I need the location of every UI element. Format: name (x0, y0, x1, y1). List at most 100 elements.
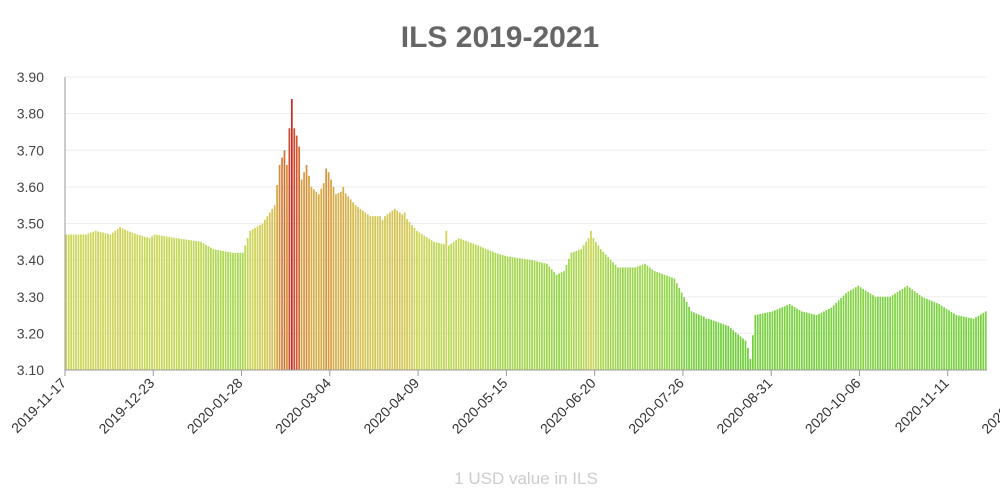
bar (227, 251, 229, 370)
x-axis: 2019-11-17 2019-12-23 2020-01-28 2020-03-04… (8, 369, 1000, 437)
bar (509, 256, 511, 370)
bar (185, 239, 188, 370)
bar (425, 237, 428, 370)
bar (246, 238, 249, 370)
bar (180, 238, 183, 370)
bar (698, 314, 700, 370)
chart-title: ILS 2019-2021 (401, 21, 599, 54)
y-tick-label: 3.40 (17, 252, 44, 268)
bar (224, 251, 227, 370)
bar (707, 318, 710, 370)
y-tick-label: 3.50 (17, 216, 44, 232)
bar (447, 245, 450, 370)
bar (121, 228, 124, 370)
bar (926, 298, 928, 370)
bar (619, 267, 622, 370)
bar (237, 252, 239, 370)
bar (702, 316, 705, 370)
bar (136, 234, 139, 370)
bar (332, 186, 335, 370)
bar (205, 244, 207, 370)
bar (982, 312, 985, 370)
bar (310, 186, 313, 370)
bar (867, 292, 869, 370)
bar (403, 212, 406, 370)
bar (641, 264, 644, 370)
bar (528, 259, 531, 370)
bar (950, 311, 953, 370)
bar (801, 311, 803, 370)
bar (634, 267, 636, 370)
bar (320, 188, 323, 370)
bar (143, 236, 146, 370)
bar (146, 237, 149, 370)
bar (141, 235, 144, 370)
bar (685, 301, 688, 370)
bar (212, 249, 215, 370)
bar (315, 191, 318, 370)
bar (386, 214, 389, 370)
bar (984, 311, 987, 370)
bar (751, 335, 754, 370)
bar (75, 234, 77, 370)
bar (104, 233, 107, 370)
bar (413, 227, 416, 370)
bar (879, 296, 882, 370)
bar (222, 250, 225, 370)
bar (602, 251, 605, 370)
bar (92, 231, 95, 370)
bar (379, 216, 381, 370)
bar (244, 245, 247, 370)
bar (249, 230, 251, 370)
bar (815, 315, 818, 370)
bar (739, 336, 742, 370)
bar (210, 247, 212, 370)
bar (791, 305, 793, 370)
bar (183, 239, 185, 370)
bar (408, 222, 411, 370)
bar (175, 238, 178, 370)
bar (286, 164, 288, 370)
bar (313, 189, 315, 370)
bar (972, 318, 975, 370)
bar (830, 307, 833, 370)
bar (440, 243, 443, 370)
bar (813, 314, 815, 370)
bar (484, 248, 487, 370)
bar (636, 266, 639, 370)
bar (827, 308, 830, 370)
bar (268, 212, 271, 370)
bar (832, 305, 835, 370)
bar (862, 288, 865, 370)
bar (82, 234, 85, 370)
bar (648, 267, 651, 370)
bar (207, 246, 210, 370)
bar (472, 243, 475, 370)
bar (612, 262, 614, 370)
bar (908, 287, 911, 370)
bar (261, 223, 264, 370)
bar (163, 236, 166, 370)
bar (465, 240, 467, 370)
bar (957, 315, 960, 370)
bar (886, 296, 889, 370)
bar (462, 239, 465, 370)
bar (823, 311, 825, 370)
bar (756, 314, 759, 370)
bar (796, 308, 798, 370)
bar (563, 271, 565, 370)
bar (148, 238, 151, 370)
bar (126, 230, 129, 370)
y-tick-label: 3.80 (17, 106, 44, 122)
bar (729, 328, 732, 370)
x-tick-label: 2020-03-04 (272, 375, 334, 437)
bar (577, 250, 580, 370)
bar (516, 257, 519, 370)
bar (614, 264, 617, 370)
bar (467, 241, 470, 370)
bar (734, 332, 737, 370)
x-tick-label: 2020-04-09 (360, 375, 422, 437)
bar (156, 234, 158, 370)
bar (384, 216, 386, 370)
bar (975, 317, 977, 370)
